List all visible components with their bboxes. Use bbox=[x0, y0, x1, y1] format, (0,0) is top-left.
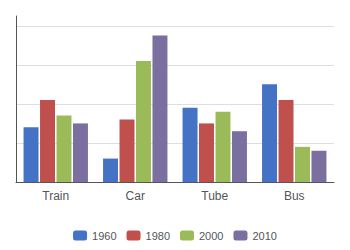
svg-text:2010: 2010 bbox=[252, 230, 276, 242]
svg-text:Car: Car bbox=[126, 189, 145, 203]
svg-text:Tube: Tube bbox=[201, 189, 228, 203]
svg-text:Train: Train bbox=[42, 189, 69, 203]
svg-text:2000: 2000 bbox=[199, 230, 223, 242]
svg-text:1980: 1980 bbox=[146, 230, 170, 242]
svg-text:Bus: Bus bbox=[284, 189, 305, 203]
svg-text:1960: 1960 bbox=[92, 230, 116, 242]
